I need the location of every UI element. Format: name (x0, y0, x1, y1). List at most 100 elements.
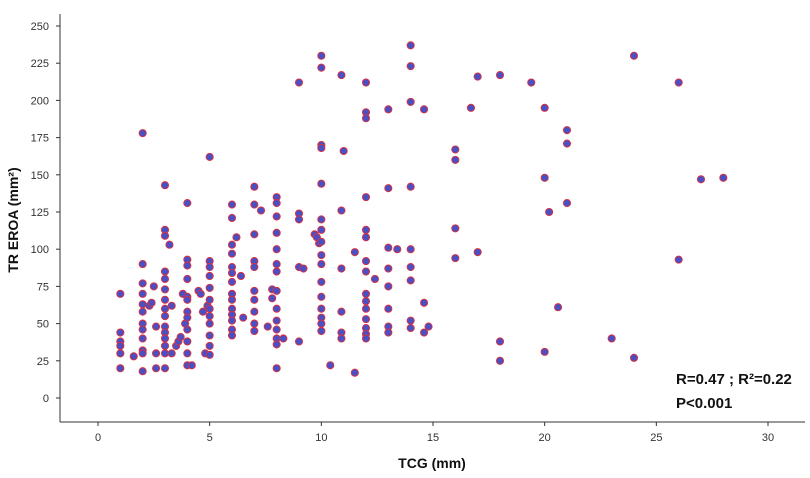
x-tick-label: 10 (315, 432, 327, 444)
data-point (337, 71, 346, 80)
data-point (272, 316, 281, 325)
data-point (138, 307, 147, 316)
data-point (451, 145, 460, 154)
data-point (696, 175, 706, 184)
y-tick-label: 225 (31, 58, 49, 70)
y-axis-title: TR EROA (mm²) (5, 167, 21, 272)
data-point (198, 307, 208, 316)
data-point (227, 213, 237, 223)
data-point (317, 215, 326, 224)
data-point (167, 349, 176, 358)
data-point (317, 225, 326, 234)
data-point (250, 230, 259, 239)
data-point (205, 283, 214, 292)
data-point (294, 337, 304, 346)
data-point (183, 261, 192, 270)
data-point (129, 352, 138, 361)
data-point (337, 307, 346, 316)
x-tick-label: 5 (207, 432, 213, 444)
data-point (227, 200, 237, 209)
data-point (272, 245, 281, 254)
data-point (495, 356, 505, 365)
data-point (629, 353, 639, 362)
data-point (116, 349, 125, 358)
data-point (406, 245, 415, 254)
data-point (350, 368, 359, 377)
data-point (299, 264, 308, 273)
data-point (138, 334, 147, 343)
data-point (495, 71, 505, 80)
data-point (183, 337, 192, 346)
data-point (361, 193, 371, 202)
data-point (205, 304, 214, 313)
data-point (160, 285, 170, 294)
data-point (236, 271, 245, 281)
x-tick-label: 25 (650, 432, 662, 444)
data-point (607, 334, 616, 343)
data-point (406, 182, 415, 191)
data-point (239, 313, 248, 322)
data-point (384, 328, 393, 337)
data-point (160, 364, 170, 373)
data-point (176, 332, 185, 342)
data-point (279, 334, 288, 343)
correlation-annotation: R=0.47 ; R²=0.22 (676, 371, 792, 388)
data-point (232, 233, 241, 242)
data-point (272, 212, 281, 221)
y-tick-label: 200 (31, 95, 49, 107)
data-point (317, 260, 326, 269)
data-point (272, 267, 281, 276)
data-point (138, 279, 147, 288)
data-point (495, 337, 505, 346)
data-point (361, 289, 371, 298)
data-point (205, 331, 214, 340)
data-point (393, 245, 402, 254)
data-point (294, 78, 304, 87)
data-point (361, 257, 371, 266)
data-point (116, 328, 125, 337)
data-point (406, 324, 415, 333)
y-tick-label: 250 (31, 21, 49, 33)
x-tick-label: 15 (427, 432, 439, 444)
data-point (540, 347, 549, 356)
data-point (406, 41, 415, 50)
data-point (317, 326, 326, 336)
data-point (317, 51, 326, 60)
data-point (451, 155, 460, 164)
data-point (361, 304, 371, 313)
y-tick-label: 125 (31, 207, 49, 219)
data-point (420, 328, 429, 337)
data-point (562, 199, 572, 208)
data-point (183, 313, 192, 322)
data-point (674, 78, 683, 87)
data-point (227, 268, 237, 278)
data-point (361, 315, 371, 324)
data-point (361, 297, 371, 306)
data-point (451, 224, 460, 233)
data-point (272, 325, 281, 334)
data-point (250, 286, 259, 295)
data-point (272, 304, 281, 313)
data-point (361, 267, 371, 276)
data-point (250, 182, 259, 191)
data-point (160, 295, 170, 304)
data-point (205, 350, 214, 359)
data-point (272, 286, 281, 295)
data-point (317, 179, 326, 188)
data-point (167, 301, 176, 310)
data-point (451, 254, 460, 263)
data-point (227, 316, 237, 325)
p-value-annotation: P<0.001 (676, 395, 732, 412)
data-point (540, 103, 549, 112)
data-point (384, 184, 393, 193)
y-tick-label: 150 (31, 170, 49, 182)
data-point (138, 260, 147, 269)
x-tick-label: 20 (539, 432, 551, 444)
data-point (250, 263, 259, 272)
data-point (326, 361, 335, 370)
data-point (317, 277, 326, 286)
data-point (719, 173, 728, 182)
data-point (138, 300, 147, 309)
data-point (183, 199, 192, 208)
